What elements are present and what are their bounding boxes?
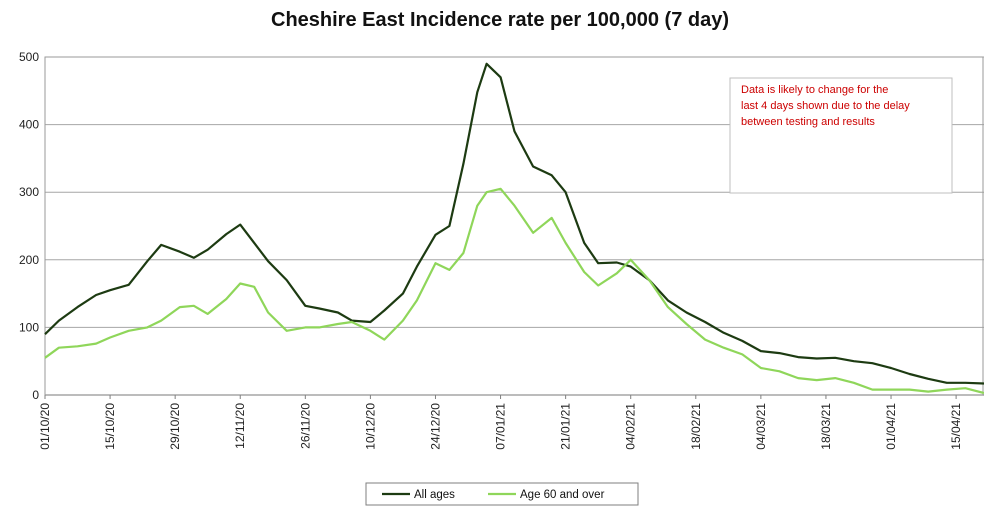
annotation-line: last 4 days shown due to the delay: [741, 100, 910, 112]
x-tick-label: 15/10/20: [103, 403, 117, 450]
annotation-line: Data is likely to change for the: [741, 84, 888, 96]
x-tick-label: 12/11/20: [233, 403, 247, 449]
series-line-all-ages: [44, 62, 984, 385]
y-tick-label: 100: [19, 320, 39, 334]
x-tick-label: 10/12/20: [363, 403, 377, 450]
annotation-line: between testing and results: [741, 116, 875, 128]
y-tick-label: 400: [19, 118, 39, 132]
x-tick-label: 01/10/20: [38, 403, 52, 450]
x-tick-label: 24/12/20: [428, 403, 442, 450]
y-tick-label: 300: [19, 185, 39, 199]
y-axis: 0 100 200 300 400 500: [19, 50, 39, 402]
x-axis: 01/10/20 15/10/20 29/10/20 12/11/20 26/11/20…: [38, 395, 963, 450]
series-group: [44, 62, 984, 395]
chart-title: Cheshire East Incidence rate per 100,000…: [271, 9, 729, 31]
plot-area: [44, 56, 984, 396]
series-line-age-60-and-over: [44, 187, 984, 395]
x-tick-label: 18/03/21: [819, 403, 833, 450]
annotation-box: Data is likely to change for the last 4 d…: [729, 77, 953, 194]
x-tick-label: 04/03/21: [754, 403, 768, 450]
x-tick-label: 21/01/21: [559, 403, 573, 450]
x-tick-label: 15/04/21: [949, 403, 963, 450]
y-tick-label: 0: [32, 388, 39, 402]
x-tick-label: 04/02/21: [624, 403, 638, 450]
x-tick-label: 01/04/21: [884, 403, 898, 450]
x-tick-label: 18/02/21: [689, 403, 703, 450]
legend-label-all-ages: All ages: [414, 489, 455, 501]
svg-text:Data is likely to change for t: Data is likely to change for the last 4 d…: [741, 84, 910, 128]
x-tick-label: 26/11/20: [298, 403, 312, 449]
legend-label-age-60: Age 60 and over: [520, 489, 605, 501]
x-tick-label: 07/01/21: [494, 403, 508, 450]
y-tick-label: 200: [19, 253, 39, 267]
x-tick-label: 29/10/20: [168, 403, 182, 450]
legend: All ages Age 60 and over: [365, 482, 639, 506]
y-tick-label: 500: [19, 50, 39, 64]
